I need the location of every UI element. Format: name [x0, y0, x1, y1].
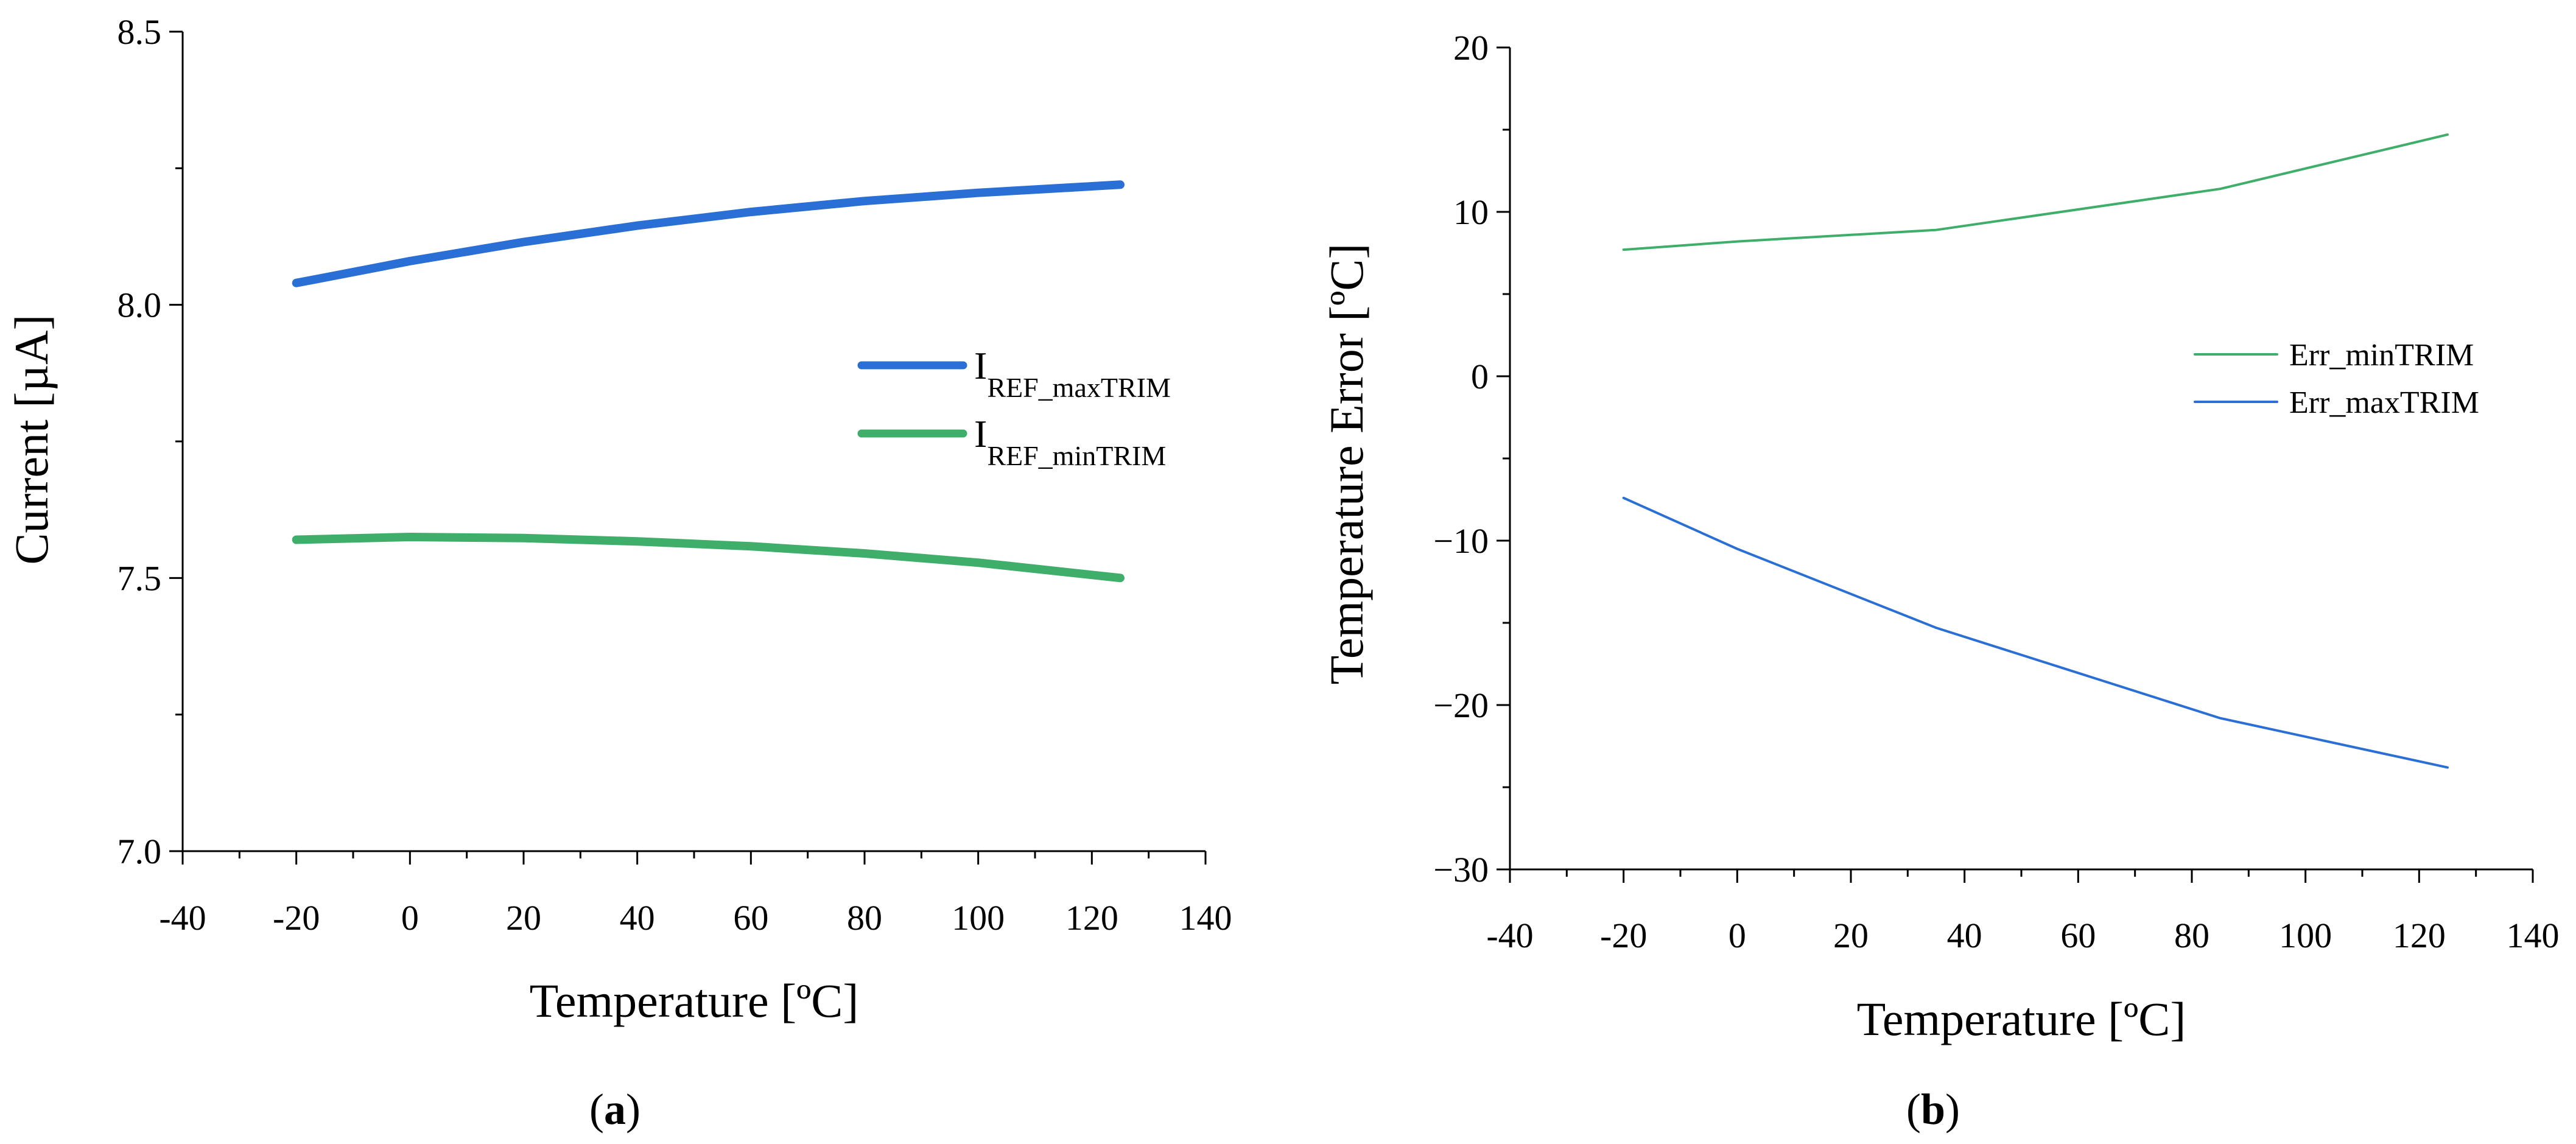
series-line-i-ref-maxtrim — [292, 180, 1125, 287]
y-tick-label: 20 — [1453, 28, 1489, 68]
legend-label-main: I — [974, 344, 987, 387]
legend: Err_minTRIM Err_maxTRIM — [2194, 338, 2479, 420]
legend-label-main: I — [974, 412, 987, 455]
x-tick-label: 80 — [2174, 916, 2209, 955]
y-tick-label: 7.0 — [118, 832, 162, 871]
x-tick-label: 120 — [2393, 916, 2446, 955]
series-line-err-mintrim — [1622, 133, 2449, 251]
caption-open-paren: ( — [1906, 1085, 1921, 1134]
y-tick-label: 8.5 — [118, 12, 162, 52]
y-axis-label: Temperature Error [ºC] — [1320, 244, 1373, 685]
caption-open-paren: ( — [589, 1085, 604, 1134]
x-tick-label: -40 — [1486, 916, 1533, 955]
caption-letter: a — [604, 1085, 626, 1134]
panel-caption: (b) — [1906, 1085, 1960, 1134]
x-axis-label: Temperature [ºC] — [530, 974, 859, 1027]
x-tick-label: 140 — [2507, 916, 2560, 955]
legend-label: IREF_minTRIM — [974, 412, 1166, 471]
x-tick-label: 140 — [1179, 898, 1232, 938]
legend-label: Err_maxTRIM — [2289, 385, 2479, 420]
x-tick-label: 60 — [733, 898, 768, 938]
x-tick-label: 100 — [952, 898, 1005, 938]
chart-panel-b: -40 -20 0 20 40 60 80 100 120 140 −30 −20 −10 0 10 20 Te… — [1320, 28, 2560, 1134]
caption-close-paren: ) — [1945, 1085, 1960, 1134]
legend-label: Err_minTRIM — [2289, 338, 2474, 373]
series-line-i-ref-mintrim — [292, 533, 1125, 583]
y-tick-label: 7.5 — [118, 558, 162, 598]
panel-caption: (a) — [589, 1085, 640, 1134]
x-tick-label: -40 — [159, 898, 206, 938]
chart-panel-a: -40 -20 0 20 40 60 80 100 120 140 7.0 7.5 8.0 8.5 Temp… — [5, 12, 1232, 1134]
y-tick-label: −30 — [1433, 850, 1489, 890]
y-tick-label: −10 — [1433, 521, 1489, 561]
y-tick-label: 8.0 — [118, 286, 162, 325]
x-tick-label: 60 — [2060, 916, 2096, 955]
legend-label-subscript: REF_minTRIM — [987, 440, 1166, 471]
x-tick-label: 0 — [401, 898, 419, 938]
x-axis-label: Temperature [ºC] — [1857, 992, 2186, 1045]
y-tick-label: −20 — [1433, 686, 1489, 725]
series-line-err-maxtrim — [1622, 496, 2449, 769]
y-tick-label: 10 — [1453, 192, 1489, 232]
legend-label: IREF_maxTRIM — [974, 344, 1171, 403]
x-tick-label: 80 — [847, 898, 882, 938]
x-tick-label: 20 — [506, 898, 541, 938]
x-tick-label: 40 — [1947, 916, 1982, 955]
x-tick-label: 0 — [1728, 916, 1746, 955]
x-tick-label: 20 — [1833, 916, 1869, 955]
x-tick-label: 40 — [620, 898, 655, 938]
x-tick-label: 100 — [2279, 916, 2332, 955]
caption-close-paren: ) — [626, 1085, 640, 1134]
legend-label-subscript: REF_maxTRIM — [987, 372, 1171, 403]
y-axis-label: Current [µA] — [5, 315, 58, 565]
y-tick-label: 0 — [1471, 357, 1489, 396]
x-tick-label: -20 — [273, 898, 320, 938]
x-tick-label: 120 — [1065, 898, 1118, 938]
caption-letter: b — [1921, 1085, 1945, 1134]
x-tick-label: -20 — [1600, 916, 1647, 955]
